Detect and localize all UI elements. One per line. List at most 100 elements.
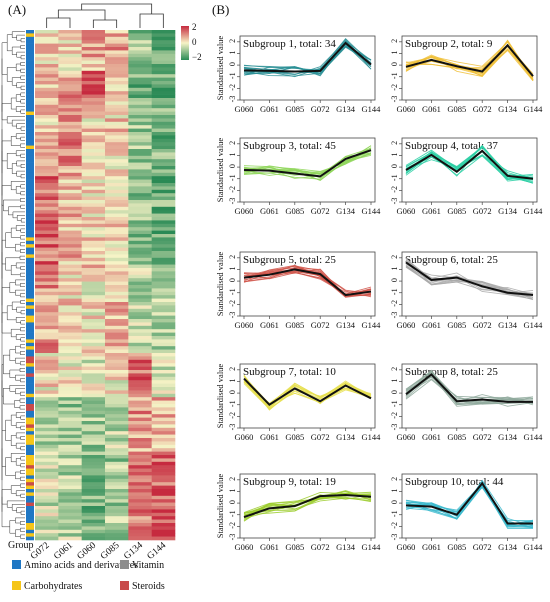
heatmap-cell (58, 380, 82, 384)
heatmap-cell (81, 84, 106, 89)
x-tick-label: G061 (260, 320, 279, 330)
group-cell (26, 206, 34, 211)
heatmap-cell (35, 529, 59, 534)
heatmap-cell (58, 393, 82, 398)
group-cell (26, 43, 34, 48)
group-cell (26, 526, 34, 531)
group-cell (26, 478, 34, 483)
plot-frame (401, 35, 538, 101)
heatmap-cell (58, 512, 82, 517)
heatmap-cell (151, 230, 176, 235)
dendrogram-branch (20, 249, 25, 253)
heatmap-cell (151, 278, 176, 282)
dendrogram-branch (20, 521, 25, 525)
heatmap-cell (81, 50, 106, 55)
heatmap-cell (151, 434, 176, 439)
y-tick-label: -1 (228, 288, 237, 295)
heatmap-cell (35, 142, 59, 146)
heatmap-cell (81, 77, 106, 82)
x-tick-label: G144 (362, 104, 382, 114)
heatmap-cell (35, 87, 59, 92)
heatmap-cell (58, 244, 82, 248)
heatmap-cell (58, 84, 82, 89)
heatmap-cell (151, 332, 176, 337)
heatmap-cell (151, 271, 176, 276)
dendrogram-branch (15, 63, 21, 72)
heatmap-cell (151, 189, 176, 194)
heatmap-cell (35, 257, 59, 262)
heatmap-cell (105, 115, 129, 119)
group-cell (26, 346, 34, 350)
heatmap-cell (128, 53, 152, 58)
heatmap-cell (151, 448, 176, 452)
y-tick-label: -1 (228, 72, 237, 79)
heatmap-cell (105, 512, 129, 517)
heatmap-cell (81, 271, 106, 276)
heatmap-cell (105, 87, 129, 92)
heatmap-cell (35, 468, 59, 473)
heatmap-cell (128, 183, 152, 187)
heatmap-cell (128, 111, 152, 116)
group-cell (26, 210, 34, 214)
heatmap-cell (105, 414, 129, 418)
subgroup-title: Subgroup 4, total: 37 (405, 140, 498, 152)
heatmap-cell (151, 325, 176, 330)
dendrogram-branch (1, 239, 6, 265)
heatmap-cell (81, 179, 106, 184)
y-tick-label: 0 (390, 278, 399, 282)
heatmap-cell (128, 325, 152, 330)
heatmap-cell (128, 485, 152, 490)
heatmap-cell (58, 509, 82, 514)
heatmap-cell (58, 417, 82, 422)
heatmap-cell (58, 237, 82, 242)
heatmap-cell (81, 111, 106, 116)
heatmap-cell (35, 193, 59, 197)
heatmap-cell (58, 295, 82, 299)
heatmap-cell (81, 162, 106, 167)
heatmap-cell (35, 50, 59, 55)
heatmap-cell (128, 529, 152, 534)
heatmap-cell (105, 407, 129, 412)
heatmap-cell (128, 455, 152, 459)
heatmap-cell (81, 159, 106, 163)
heatmap-cell (105, 427, 129, 432)
heatmap-cell (58, 50, 82, 55)
heatmap-cell (81, 57, 106, 61)
x-tick-label: G061 (422, 320, 441, 330)
heatmap-cell (35, 427, 59, 432)
group-cell (26, 91, 34, 95)
y-tick-label: 1 (228, 378, 237, 382)
y-tick-label: -3 (390, 198, 399, 205)
legend-label: Amino acids and derivatives (24, 560, 138, 571)
subgroup-title: Subgroup 1, total: 34 (243, 38, 336, 50)
heatmap-cell (58, 98, 82, 102)
heatmap-cell (58, 81, 82, 85)
heatmap-cell (105, 33, 129, 38)
heatmap-cell (81, 176, 106, 180)
dendrogram-branch (20, 436, 25, 440)
y-tick-label: 0 (228, 278, 237, 282)
heatmap-cell (35, 421, 59, 425)
group-cell (26, 342, 34, 347)
colorbar: 2 0 −2 (181, 22, 202, 62)
x-tick-label: G060 (235, 104, 254, 114)
heatmap-cell (151, 288, 176, 293)
heatmap-cell (81, 526, 106, 531)
heatmap-cell (58, 203, 82, 208)
heatmap-cell (105, 217, 129, 221)
heatmap-cell (151, 342, 176, 347)
heatmap-cell (128, 98, 152, 102)
subgroup-chart: Subgroup 4, total: 37 -3 -2 -1 0 1 2 G060 G061 G0… (390, 137, 543, 216)
heatmap-cell (151, 98, 176, 102)
y-tick-label: 1 (228, 152, 237, 156)
heatmap-cell (151, 373, 176, 378)
heatmap-cell (105, 461, 129, 466)
heatmap-cell (128, 533, 152, 537)
heatmap-cell (128, 312, 152, 316)
heatmap-cell (105, 329, 129, 333)
heatmap-cell (81, 322, 106, 327)
heatmap-cell (58, 308, 82, 313)
heatmap-cell (128, 230, 152, 235)
heatmap-cell (105, 145, 129, 150)
heatmap-cell (35, 217, 59, 221)
